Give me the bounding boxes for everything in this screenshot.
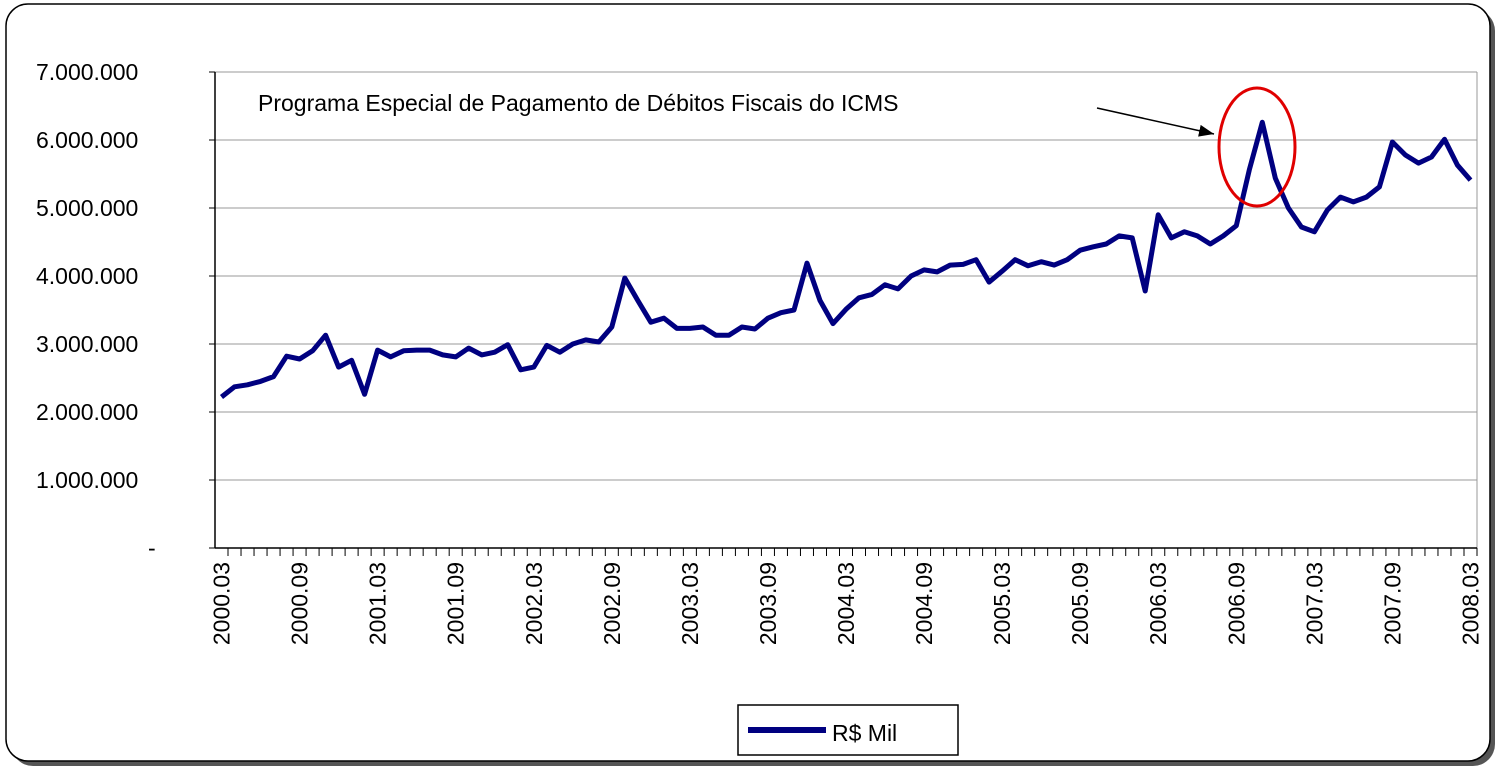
legend-box [737, 704, 959, 756]
y-tick-label: 3.000.000 [36, 331, 138, 357]
x-tick-label: 2005.09 [1067, 562, 1093, 645]
x-tick-label: 2000.03 [209, 562, 235, 645]
x-tick-label: 2004.09 [911, 562, 937, 645]
series-line [219, 119, 1473, 399]
annotation-arrow [1096, 107, 1215, 137]
frame [5, 3, 1491, 762]
y-tick-label: 1.000.000 [36, 467, 138, 493]
x-tick-label: 2007.03 [1301, 562, 1327, 645]
y-tick-label: - [148, 535, 156, 561]
y-tick-label: 7.000.000 [36, 59, 138, 85]
legend-label: R$ Mil [832, 720, 897, 746]
x-tick-label: 2006.03 [1145, 562, 1171, 645]
x-tick-label: 2001.09 [443, 562, 469, 645]
x-tick-label: 2008.03 [1457, 562, 1483, 645]
plot-area: - 1.000.000 2.000.000 3.000.000 4.000.000 5.0… [36, 59, 1483, 645]
y-tick-label: 5.000.000 [36, 195, 138, 221]
x-tick-label: 2003.09 [755, 562, 781, 645]
x-tick-label: 2005.03 [989, 562, 1015, 645]
y-tick-label: 2.000.000 [36, 399, 138, 425]
x-tick-label: 2001.03 [365, 562, 391, 645]
x-tick-label: 2002.09 [599, 562, 625, 645]
x-tick-label: 2006.09 [1223, 562, 1249, 645]
highlight-ellipse [1217, 86, 1297, 208]
y-tick-label: 6.000.000 [36, 127, 138, 153]
x-tick-label: 2007.09 [1379, 562, 1405, 645]
y-tick-label: 4.000.000 [36, 263, 138, 289]
annotation: Programa Especial de Pagamento de Débito… [258, 90, 898, 116]
x-tick-label: 2002.03 [521, 562, 547, 645]
x-tick-label: 2003.03 [677, 562, 703, 645]
x-tick-label: 2000.09 [287, 562, 313, 645]
x-tick-label: 2004.03 [833, 562, 859, 645]
